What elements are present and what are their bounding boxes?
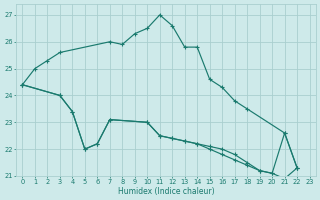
X-axis label: Humidex (Indice chaleur): Humidex (Indice chaleur)	[118, 187, 214, 196]
